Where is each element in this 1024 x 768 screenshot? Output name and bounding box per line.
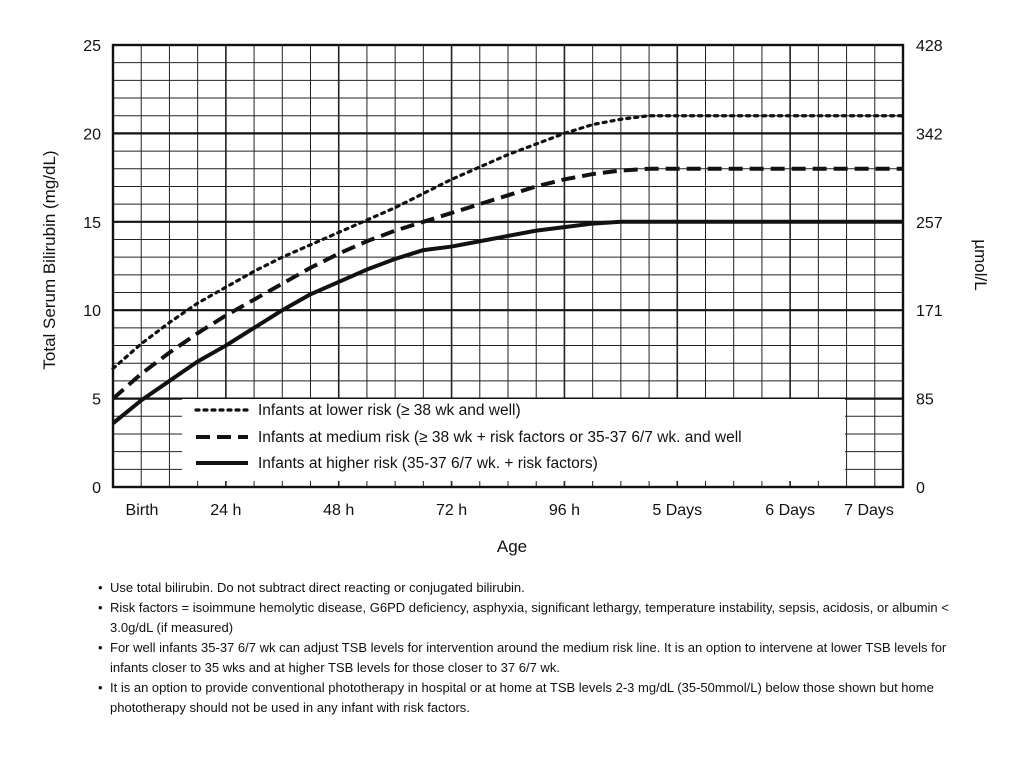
series-line-dotted bbox=[111, 114, 905, 371]
series-line-solid bbox=[111, 219, 903, 425]
note-item: For well infants 35-37 6/7 wk can adjust… bbox=[98, 638, 978, 678]
note-item: Risk factors = isoimmune hemolytic disea… bbox=[98, 598, 978, 638]
legend-label: Infants at higher risk (35-37 6/7 wk. + … bbox=[258, 455, 598, 472]
y-tick-label: 10 bbox=[83, 303, 101, 320]
y2-tick-label: 171 bbox=[916, 303, 943, 320]
y-tick-label: 5 bbox=[92, 392, 101, 409]
x-tick-label: 72 h bbox=[436, 502, 467, 519]
plot-frame bbox=[111, 43, 905, 489]
series-line-dashed bbox=[111, 166, 903, 401]
legend-label: Infants at medium risk (≥ 38 wk + risk f… bbox=[258, 429, 742, 446]
x-tick-label: 96 h bbox=[549, 502, 580, 519]
chart-series bbox=[111, 114, 905, 425]
x-tick-label: Birth bbox=[126, 502, 159, 519]
x-tick-label: 5 Days bbox=[652, 502, 702, 519]
y-tick-label: 0 bbox=[92, 480, 101, 497]
note-item: It is an option to provide conventional … bbox=[98, 678, 978, 718]
y-axis-title: Total Serum Bilirubin (mg/dL) bbox=[40, 150, 59, 369]
x-tick-label: 7 Days bbox=[844, 502, 894, 519]
x-tick-label: 6 Days bbox=[765, 502, 815, 519]
y-tick-label: 20 bbox=[83, 126, 101, 143]
y2-tick-label: 85 bbox=[916, 392, 934, 409]
x-tick-label: 24 h bbox=[210, 502, 241, 519]
legend-panel bbox=[182, 399, 845, 481]
notes-list: Use total bilirubin. Do not subtract dir… bbox=[98, 578, 978, 718]
x-tick-label: 48 h bbox=[323, 502, 354, 519]
note-item: Use total bilirubin. Do not subtract dir… bbox=[98, 578, 978, 598]
bilirubin-chart: Infants at lower risk (≥ 38 wk and well)… bbox=[40, 38, 990, 556]
y-tick-label: 25 bbox=[83, 38, 101, 55]
chart-legend: Infants at lower risk (≥ 38 wk and well)… bbox=[182, 399, 845, 481]
x-axis-title: Age bbox=[497, 537, 527, 556]
chart-axes: 0 5 10 15 20 25 0 85 171 257 342 428 Birth 24 h 48 h 72… bbox=[83, 38, 943, 519]
legend-label: Infants at lower risk (≥ 38 wk and well) bbox=[258, 402, 521, 419]
y-tick-label: 15 bbox=[83, 215, 101, 232]
y2-axis-title: µmol/L bbox=[971, 239, 990, 290]
y2-tick-label: 428 bbox=[916, 38, 943, 55]
y2-tick-label: 342 bbox=[916, 126, 943, 143]
y2-tick-label: 0 bbox=[916, 480, 925, 497]
y2-tick-label: 257 bbox=[916, 215, 943, 232]
